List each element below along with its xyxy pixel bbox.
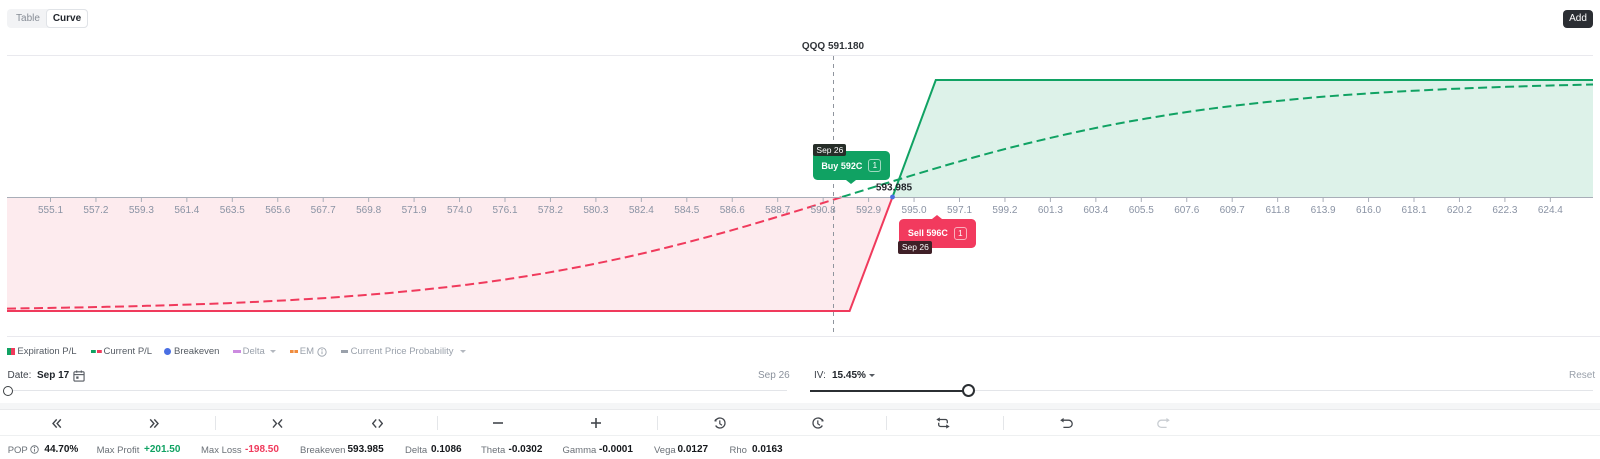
svg-text:592.9: 592.9 [856, 205, 881, 216]
svg-text:624.4: 624.4 [1538, 205, 1563, 216]
svg-text:616.0: 616.0 [1356, 205, 1381, 216]
svg-text:618.1: 618.1 [1401, 205, 1426, 216]
svg-text:574.0: 574.0 [447, 205, 472, 216]
svg-text:QQQ 591.180: QQQ 591.180 [802, 41, 865, 52]
svg-text:578.2: 578.2 [538, 205, 563, 216]
svg-text:620.2: 620.2 [1447, 205, 1472, 216]
svg-text:582.4: 582.4 [629, 205, 654, 216]
svg-text:593.985: 593.985 [876, 183, 913, 194]
svg-text:597.1: 597.1 [947, 205, 972, 216]
svg-text:595.0: 595.0 [902, 205, 927, 216]
svg-text:603.4: 603.4 [1083, 205, 1108, 216]
svg-text:567.7: 567.7 [311, 205, 336, 216]
svg-text:599.2: 599.2 [992, 205, 1017, 216]
svg-text:565.6: 565.6 [265, 205, 290, 216]
svg-text:590.8: 590.8 [811, 205, 836, 216]
svg-text:561.4: 561.4 [174, 205, 199, 216]
svg-text:609.7: 609.7 [1220, 205, 1245, 216]
svg-text:559.3: 559.3 [129, 205, 154, 216]
svg-text:586.6: 586.6 [720, 205, 745, 216]
svg-text:555.1: 555.1 [38, 205, 63, 216]
svg-text:580.3: 580.3 [583, 205, 608, 216]
svg-text:576.1: 576.1 [492, 205, 517, 216]
svg-text:563.5: 563.5 [220, 205, 245, 216]
svg-text:584.5: 584.5 [674, 205, 699, 216]
svg-text:571.9: 571.9 [402, 205, 427, 216]
svg-text:607.6: 607.6 [1174, 205, 1199, 216]
svg-text:588.7: 588.7 [765, 205, 790, 216]
svg-text:557.2: 557.2 [83, 205, 108, 216]
svg-text:569.8: 569.8 [356, 205, 381, 216]
svg-text:613.9: 613.9 [1311, 205, 1336, 216]
svg-text:611.8: 611.8 [1266, 205, 1291, 216]
svg-text:622.3: 622.3 [1492, 205, 1517, 216]
svg-text:605.5: 605.5 [1129, 205, 1154, 216]
svg-text:601.3: 601.3 [1038, 205, 1063, 216]
